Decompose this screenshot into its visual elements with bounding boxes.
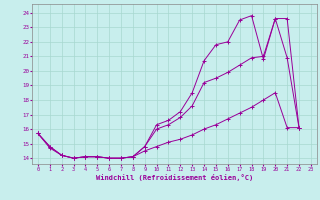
- X-axis label: Windchill (Refroidissement éolien,°C): Windchill (Refroidissement éolien,°C): [96, 174, 253, 181]
